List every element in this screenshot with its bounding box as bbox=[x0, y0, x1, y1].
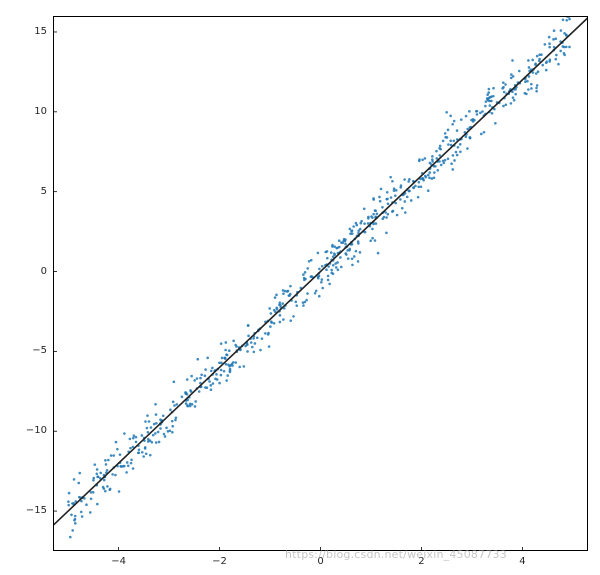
chart-axes bbox=[53, 16, 588, 551]
x-tick-label: 0 bbox=[306, 556, 336, 567]
y-tick-label: 10 bbox=[13, 106, 47, 117]
x-tick-label: −2 bbox=[205, 556, 235, 567]
y-tick-label: 0 bbox=[13, 266, 47, 277]
y-tick-label: −5 bbox=[13, 345, 47, 356]
scatter-line-plot bbox=[53, 16, 588, 551]
y-tick-label: 5 bbox=[13, 186, 47, 197]
y-tick-label: 15 bbox=[13, 26, 47, 37]
y-tick-label: −10 bbox=[13, 425, 47, 436]
x-tick-label: 4 bbox=[507, 556, 537, 567]
figure: −4−2024−15−10−5051015 https://blog.csdn.… bbox=[0, 0, 600, 575]
x-tick-label: 2 bbox=[406, 556, 436, 567]
x-tick-label: −4 bbox=[104, 556, 134, 567]
y-tick-label: −15 bbox=[13, 505, 47, 516]
